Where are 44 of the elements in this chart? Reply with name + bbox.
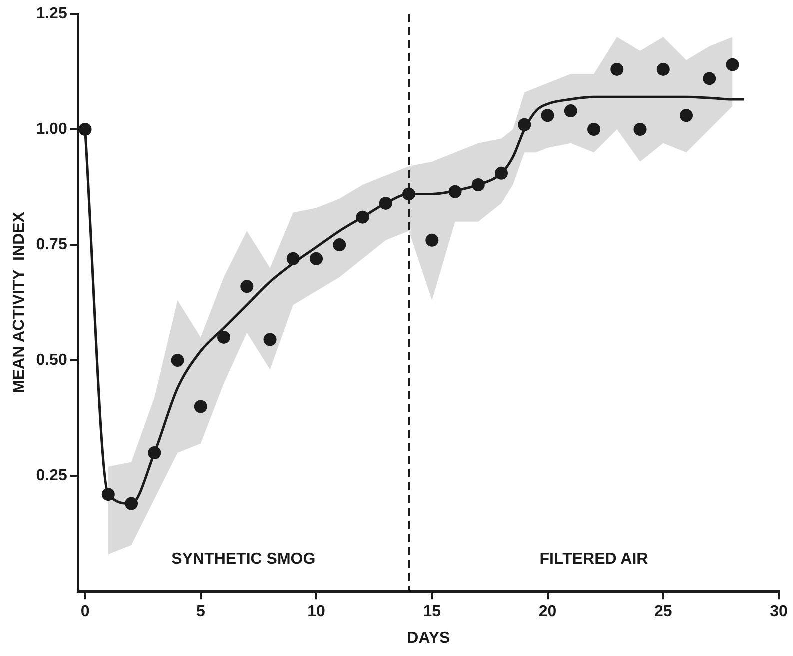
point — [286, 252, 300, 266]
point — [426, 234, 439, 247]
point — [264, 333, 277, 346]
point — [518, 118, 532, 132]
point — [310, 252, 324, 266]
point — [194, 400, 208, 414]
point — [356, 210, 370, 224]
x-tick-label: 0 — [80, 604, 90, 621]
x-axis-title: DAYS — [407, 630, 450, 647]
point — [171, 354, 184, 368]
y-tick-label: 1.25 — [36, 5, 68, 22]
x-tick-label: 25 — [654, 604, 672, 621]
x-tick-label: 15 — [423, 604, 442, 621]
point — [703, 72, 716, 86]
point — [680, 109, 694, 122]
y-tick-label: 0.50 — [36, 352, 68, 369]
point — [472, 178, 485, 192]
point — [656, 62, 670, 76]
point — [726, 58, 740, 72]
x-tick-label: 30 — [770, 604, 788, 621]
x-tick-label: 10 — [308, 604, 326, 621]
point — [495, 166, 508, 180]
point — [148, 446, 162, 460]
x-tick-label: 20 — [538, 604, 557, 621]
point — [448, 185, 462, 198]
point — [588, 123, 601, 136]
point — [102, 488, 115, 502]
point — [333, 238, 346, 252]
point — [634, 123, 647, 136]
point — [240, 280, 254, 294]
point — [541, 109, 554, 122]
point — [218, 330, 231, 344]
y-tick-label: 0.75 — [36, 236, 68, 254]
annotation: SYNTHETIC SMOG — [172, 551, 316, 568]
point — [78, 123, 92, 136]
y-tick-label: 0.25 — [36, 467, 68, 484]
y-axis-title: MEAN ACTIVITY INDEX — [11, 212, 28, 394]
point — [610, 62, 624, 76]
point — [379, 196, 392, 210]
x-tick-label: 5 — [196, 604, 206, 621]
annotation: FILTERED AIR — [540, 551, 649, 568]
point — [125, 497, 138, 510]
point — [564, 104, 578, 118]
y-tick-label: 1.00 — [36, 120, 68, 138]
